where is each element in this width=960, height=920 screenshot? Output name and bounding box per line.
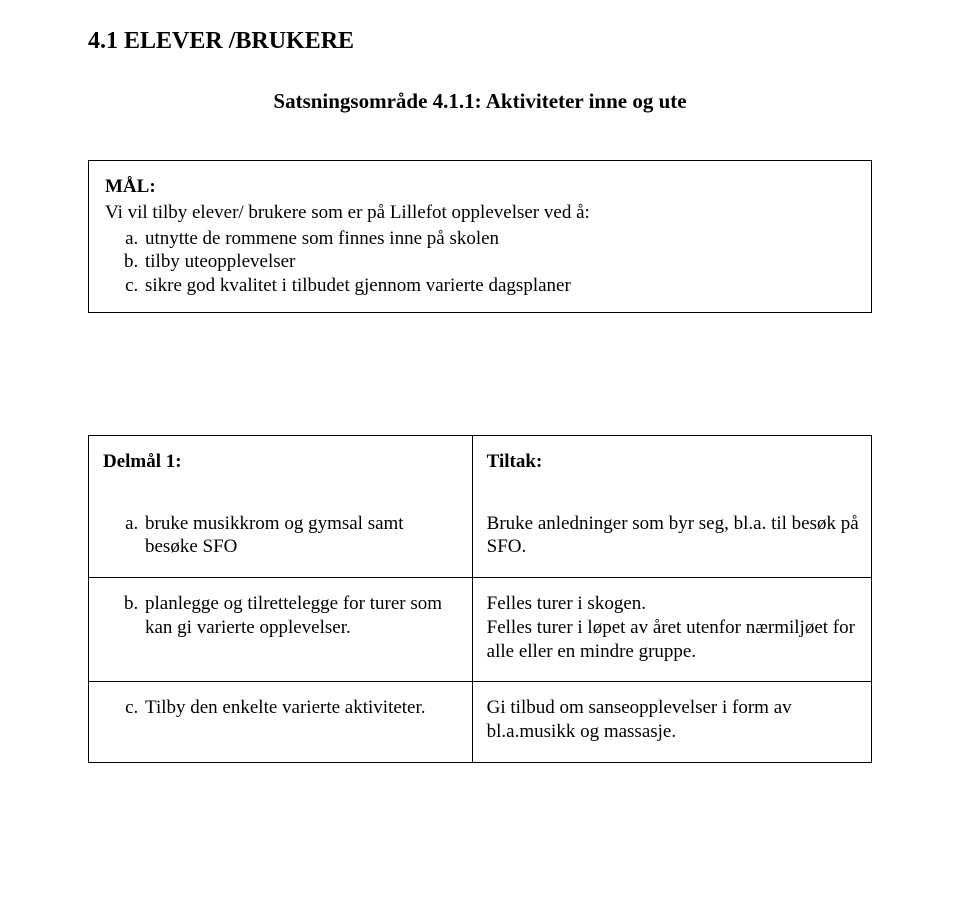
mal-list-item: tilby uteopplevelser [143,250,855,274]
tiltak-text: Gi tilbud om sanseopplevelser i form av … [473,682,871,762]
mal-list: utnytte de rommene som finnes inne på sk… [105,227,855,298]
table-row: planlegge og tilrettelegge for turer som… [89,578,872,682]
delmal-list: bruke musikkrom og gymsal samt besøke SF… [103,512,460,560]
page-title: 4.1 ELEVER /BRUKERE [88,28,872,55]
table-row: Delmål 1: bruke musikkrom og gymsal samt… [89,435,872,577]
delmal-header-left: Delmål 1: [89,436,472,498]
mal-list-item: utnytte de rommene som finnes inne på sk… [143,227,855,251]
delmal-list: Tilby den enkelte varierte aktiviteter. [103,696,460,720]
delmal-item: planlegge og tilrettelegge for turer som… [143,592,460,640]
mal-intro: Vi vil tilby elever/ brukere som er på L… [105,201,855,225]
delmal-list: planlegge og tilrettelegge for turer som… [103,592,460,640]
page-subtitle: Satsningsområde 4.1.1: Aktiviteter inne … [88,89,872,114]
tiltak-header-right: Tiltak: [473,436,871,498]
delmal-item: Tilby den enkelte varierte aktiviteter. [143,696,460,720]
mal-label: MÅL: [105,175,855,199]
delmal-table: Delmål 1: bruke musikkrom og gymsal samt… [88,435,872,763]
mal-box: MÅL: Vi vil tilby elever/ brukere som er… [88,160,872,313]
table-row: Tilby den enkelte varierte aktiviteter. … [89,682,872,763]
delmal-item: bruke musikkrom og gymsal samt besøke SF… [143,512,460,560]
document-page: 4.1 ELEVER /BRUKERE Satsningsområde 4.1.… [0,0,960,763]
tiltak-text: Bruke anledninger som byr seg, bl.a. til… [473,498,871,578]
mal-list-item: sikre god kvalitet i tilbudet gjennom va… [143,274,855,298]
tiltak-text: Felles turer i skogen.Felles turer i løp… [473,578,871,681]
